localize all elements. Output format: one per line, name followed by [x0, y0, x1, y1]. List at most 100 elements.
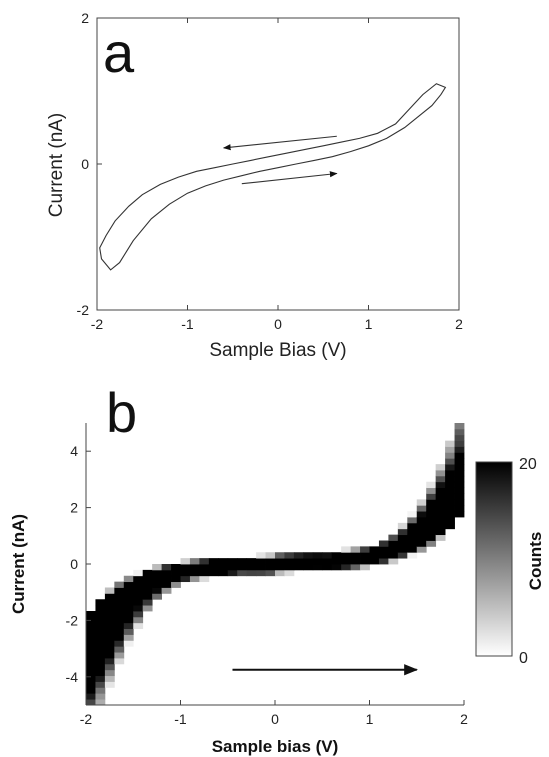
heatmap-cell: [95, 616, 106, 624]
heatmap-cell: [123, 599, 134, 606]
heatmap-cell: [360, 564, 370, 571]
heatmap-cell: [142, 581, 153, 588]
heatmap-cell: [114, 599, 125, 606]
heatmap-cell: [95, 634, 106, 641]
heatmap-cell: [445, 499, 455, 506]
heatmap-cell: [341, 552, 351, 559]
heatmap-cell: [378, 552, 389, 559]
heatmap-cell: [246, 564, 257, 571]
heatmap-cell: [237, 569, 248, 577]
heatmap-cell: [416, 546, 427, 553]
heatmap-cell: [189, 564, 200, 571]
heatmap-cell: [369, 546, 380, 553]
panel-letter-a: a: [103, 21, 135, 84]
heatmap-cell: [265, 569, 276, 577]
heatmap-cell: [445, 511, 455, 518]
heatmap-cell: [95, 663, 106, 671]
x-tick-label-a: 1: [365, 316, 373, 332]
sweep-arrow-left: [222, 135, 337, 151]
colorbar-title: Counts: [526, 532, 545, 591]
heatmap-cell: [123, 587, 134, 594]
heatmap-cell: [246, 558, 257, 565]
heatmap-cell: [256, 558, 266, 565]
heatmap-cell: [104, 605, 115, 612]
heatmap-cell: [114, 605, 125, 612]
heatmap-cell: [104, 616, 115, 624]
heatmap-cell: [331, 558, 342, 565]
heatmap-cell: [114, 581, 125, 588]
heatmap-cell: [171, 581, 181, 588]
heatmap-cell: [331, 564, 342, 571]
heatmap-cell: [275, 569, 285, 577]
heatmap-cell: [180, 564, 191, 571]
heatmap-cell: [284, 564, 295, 571]
heatmap-cell: [275, 558, 285, 565]
heatmap-cell: [152, 587, 162, 594]
heatmap-cell: [341, 564, 351, 571]
heatmap-cell: [454, 499, 465, 506]
heatmap-cell: [95, 646, 106, 653]
heatmap-cell: [407, 528, 418, 536]
x-tick-label-b: 2: [460, 711, 468, 727]
heatmap-cell: [189, 569, 200, 577]
heatmap-cell: [454, 475, 465, 483]
heatmap-cell: [275, 564, 285, 571]
heatmap-cell: [133, 587, 144, 594]
heatmap-cell: [95, 675, 106, 682]
heatmap-cell: [350, 546, 361, 553]
heatmap-cell: [123, 611, 134, 618]
iv-loop-curve: [99, 83, 447, 271]
heatmap-cell: [435, 464, 446, 471]
heatmap-cell: [104, 681, 115, 688]
heatmap-cell: [104, 663, 115, 671]
heatmap-cell: [284, 569, 295, 577]
heatmap-cell: [426, 528, 437, 536]
heatmap-cell: [161, 569, 172, 577]
heatmap-cell: [312, 564, 323, 571]
heatmap-cell: [133, 575, 144, 583]
heatmap-cell: [104, 611, 115, 618]
heatmap-cell: [133, 616, 144, 624]
heatmap-cell: [133, 605, 144, 612]
heatmap-cell: [416, 522, 427, 530]
heatmap-cell: [142, 575, 153, 583]
heatmap-cell: [416, 540, 427, 547]
heatmap-cell: [104, 587, 115, 594]
heatmap-cell: [114, 622, 125, 630]
heatmap-cell: [435, 522, 446, 530]
heatmap-cell: [360, 558, 370, 565]
heatmap-cell: [445, 522, 455, 530]
heatmap-cell: [435, 505, 446, 512]
heatmap-cell: [104, 640, 115, 647]
x-tick-label-a: 0: [274, 316, 282, 332]
heatmap-cell: [435, 481, 446, 489]
heatmap-cell: [86, 658, 96, 665]
heatmap-cell: [331, 552, 342, 559]
heatmap-cell: [435, 475, 446, 483]
y-tick-label-b: 0: [70, 556, 78, 572]
heatmap-cell: [416, 511, 427, 518]
heatmap-cell: [95, 681, 106, 688]
heatmap-cell: [445, 458, 455, 465]
heatmap-cell: [454, 446, 465, 453]
heatmap-cell: [454, 481, 465, 489]
heatmap-cell: [265, 558, 276, 565]
heatmap-cell: [435, 528, 446, 536]
heatmap-cell: [104, 652, 115, 659]
heatmap-cell: [378, 558, 389, 565]
heatmap-cell: [142, 593, 153, 600]
heatmap-cell: [445, 446, 455, 453]
heatmap-cell: [208, 564, 219, 571]
heatmap-cell: [426, 517, 437, 524]
heatmap-cell: [407, 517, 418, 524]
heatmap-cell: [454, 505, 465, 512]
axis-ticks-b: -2 -1 0 1 2 -4 -2 0 2 4: [66, 443, 469, 727]
heatmap-cell: [237, 558, 248, 565]
heatmap-cell: [407, 534, 418, 541]
heatmap-cell: [161, 575, 172, 583]
heatmap-cell: [123, 581, 134, 588]
heatmap-cell: [454, 440, 465, 447]
heatmap-cell: [114, 646, 125, 653]
heatmap-cell: [95, 599, 106, 606]
heatmap-cell: [104, 669, 115, 677]
